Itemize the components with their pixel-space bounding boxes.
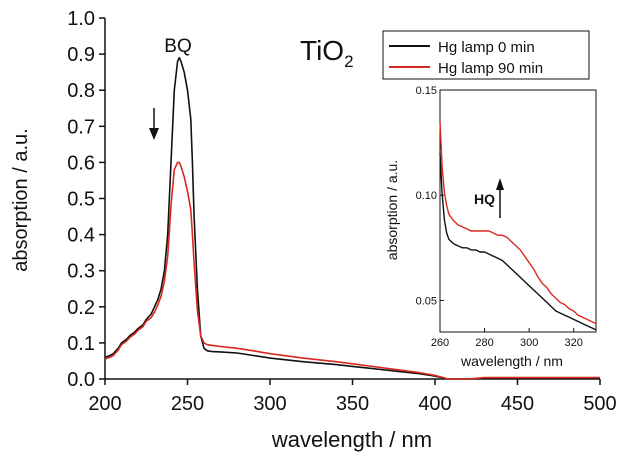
main-x-tick-label: 250 bbox=[171, 393, 204, 415]
inset-x-tick-label: 300 bbox=[520, 337, 538, 349]
tio2-subscript: 2 bbox=[344, 52, 353, 71]
main-series-line-1 bbox=[104, 161, 600, 380]
inset-series-line-0 bbox=[439, 153, 597, 331]
main-y-axis-label: absorption / a.u. bbox=[10, 128, 32, 271]
main-y-tick-label: 0.8 bbox=[67, 80, 95, 102]
inset-x-ticks: 260 280 300 320 bbox=[431, 328, 583, 349]
inset-x-tick-label: 280 bbox=[475, 337, 493, 349]
inset-y-ticks: 0.05 0.10 0.15 bbox=[416, 85, 444, 307]
bq-annotation: BQ bbox=[164, 36, 191, 57]
main-x-tick-label: 500 bbox=[583, 393, 616, 415]
inset-y-tick-label: 0.05 bbox=[416, 295, 437, 307]
main-y-tick-label: 0.3 bbox=[67, 261, 95, 283]
inset-up-arrow bbox=[496, 178, 504, 218]
main-y-tick-label: 1.0 bbox=[67, 8, 95, 30]
inset-y-tick-label: 0.10 bbox=[416, 190, 437, 202]
main-y-tick-label: 0.9 bbox=[67, 44, 95, 66]
legend-box bbox=[382, 30, 590, 80]
inset-series bbox=[439, 121, 597, 331]
main-y-ticks: 0.0 0.1 0.2 0.3 0.4 0.5 0.6 0.7 0.8 0.9 1.0 bbox=[67, 8, 105, 391]
main-x-tick-label: 450 bbox=[501, 393, 534, 415]
inset-series-line-1 bbox=[439, 121, 597, 325]
inset-y-tick-label: 0.15 bbox=[416, 85, 437, 97]
main-y-tick-label: 0.6 bbox=[67, 152, 95, 174]
tio2-annotation: TiO2 bbox=[300, 35, 354, 71]
main-y-tick-label: 0.1 bbox=[67, 333, 95, 355]
inset-y-axis-label: absorption / a.u. bbox=[384, 160, 400, 260]
main-y-tick-label: 0.4 bbox=[67, 225, 95, 247]
legend-label-90min: Hg lamp 90 min bbox=[438, 60, 543, 77]
main-down-arrow bbox=[149, 108, 159, 140]
main-y-tick-label: 0.2 bbox=[67, 297, 95, 319]
inset-frame bbox=[439, 89, 597, 333]
main-y-tick-label: 0.7 bbox=[67, 116, 95, 138]
main-x-axis-label: wavelength / nm bbox=[271, 427, 432, 452]
main-plot: 200 250 300 350 400 450 500 0.0 0.1 0.2 0.3 0.4 0.5… bbox=[10, 8, 617, 452]
legend-label-0min: Hg lamp 0 min bbox=[438, 39, 535, 56]
main-down-arrow-head bbox=[149, 128, 159, 140]
inset-x-tick-label: 320 bbox=[565, 337, 583, 349]
hq-annotation: HQ bbox=[474, 191, 495, 207]
tio2-label: TiO bbox=[300, 35, 344, 66]
inset-plot: 260 280 300 320 0.05 0.10 0.15 wavelength / n… bbox=[384, 85, 597, 369]
inset-x-tick-label: 260 bbox=[431, 337, 449, 349]
main-x-tick-label: 400 bbox=[418, 393, 451, 415]
main-x-ticks: 200 250 300 350 400 450 500 bbox=[88, 379, 617, 415]
main-x-tick-label: 300 bbox=[253, 393, 286, 415]
main-x-tick-label: 200 bbox=[88, 393, 121, 415]
inset-up-arrow-head bbox=[496, 178, 504, 190]
legend: Hg lamp 0 min Hg lamp 90 min bbox=[382, 30, 590, 80]
main-y-tick-label: 0.5 bbox=[67, 189, 95, 211]
main-x-tick-label: 350 bbox=[336, 393, 369, 415]
main-series bbox=[104, 56, 600, 380]
main-y-tick-label: 0.0 bbox=[67, 369, 95, 391]
inset-x-axis-label: wavelength / nm bbox=[460, 353, 563, 369]
